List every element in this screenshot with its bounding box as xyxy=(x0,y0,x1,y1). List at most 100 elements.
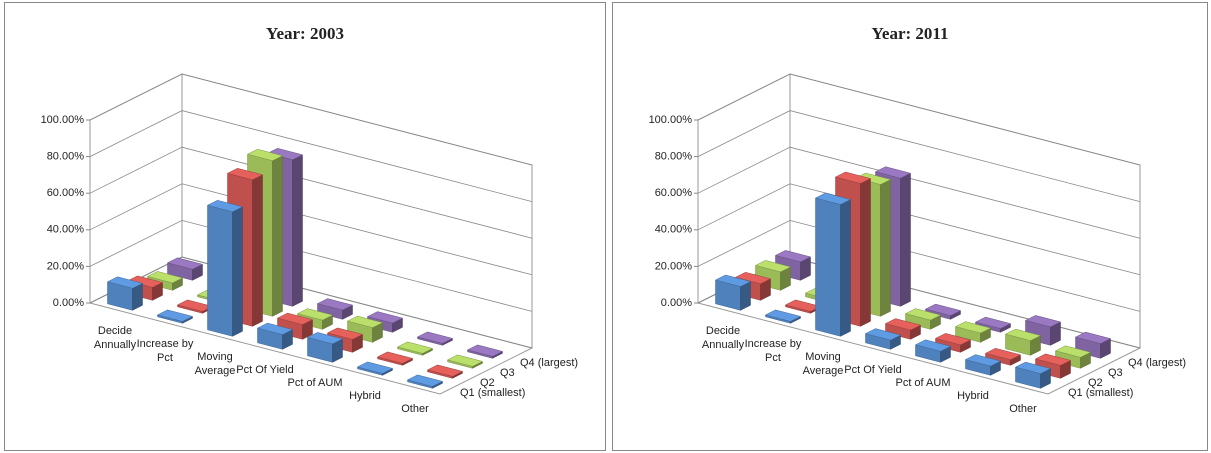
bar-side xyxy=(232,206,243,337)
y-tick-label: 100.00% xyxy=(41,114,85,126)
bar-top xyxy=(1004,328,1042,341)
x-tick-label-box: Pct Of Yield xyxy=(844,363,902,376)
bar-top xyxy=(874,166,912,179)
bar xyxy=(964,354,1002,376)
depth-tick-label: Q1 (smallest) xyxy=(460,387,525,399)
y-tick-label: 0.00% xyxy=(661,297,692,309)
grid-line xyxy=(697,183,1141,276)
y-tick-label: 60.00% xyxy=(655,187,693,199)
bar-top xyxy=(166,257,204,270)
bar-side xyxy=(252,174,263,327)
bar xyxy=(106,276,144,311)
bar-top xyxy=(156,309,194,322)
bar xyxy=(356,361,394,376)
y-tick-label: 20.00% xyxy=(47,260,85,272)
bar-top xyxy=(974,316,1012,329)
y-tick-label: 20.00% xyxy=(655,260,693,272)
depth-tick-label: Q3 xyxy=(500,367,515,379)
bar xyxy=(764,309,802,324)
bar-top xyxy=(146,271,184,284)
bar-top xyxy=(406,374,444,387)
x-tick-label: Pct of AUM xyxy=(287,376,343,389)
bar-side xyxy=(860,178,871,327)
bar xyxy=(814,192,852,337)
bar-top xyxy=(126,275,164,288)
bar-top xyxy=(266,148,304,161)
x-tick-label: Pct Of Yield xyxy=(844,363,902,376)
x-tick-label: Moving Average xyxy=(194,350,236,377)
x-tick-label: Decide Annually xyxy=(93,324,137,351)
x-tick-label-box: Decide Annually xyxy=(701,324,745,351)
x-tick-label-box: Decide Annually xyxy=(93,324,137,351)
bar xyxy=(1004,328,1042,356)
x-tick-label: Hybrid xyxy=(349,389,381,402)
bar xyxy=(416,331,454,346)
bar-front xyxy=(815,197,841,337)
x-tick-label-box: Other xyxy=(1009,403,1037,415)
grid-line xyxy=(89,219,533,312)
bar-top xyxy=(774,250,812,263)
bar-side xyxy=(880,179,891,317)
bar-top xyxy=(934,333,972,346)
y-tick-label: 80.00% xyxy=(47,151,85,163)
depth-tick-label: Q2 xyxy=(1088,377,1103,389)
bar xyxy=(446,354,484,369)
chart-panel: Year: 2003 0.00% 20.00% 40.00% 60.00% 80.00%… xyxy=(4,2,606,451)
x-tick-label: Pct of AUM xyxy=(895,376,951,389)
x-tick-label: Decide Annually xyxy=(701,324,745,351)
bar xyxy=(256,322,294,350)
bar-front xyxy=(207,204,233,337)
bar-top xyxy=(984,348,1022,361)
grid-line xyxy=(89,183,533,276)
bar-top xyxy=(396,341,434,354)
bar xyxy=(166,257,204,281)
grid-line xyxy=(89,146,533,239)
bar-side xyxy=(272,155,283,317)
bar xyxy=(934,333,972,353)
bar-top xyxy=(1034,353,1072,366)
bar-top xyxy=(426,364,464,377)
bar xyxy=(406,374,444,389)
bar-top xyxy=(814,192,852,205)
y-tick-label: 0.00% xyxy=(53,297,84,309)
bar xyxy=(466,344,504,359)
x-tick-label-box: Moving Average xyxy=(194,350,236,377)
x-tick-label-box: Pct Of Yield xyxy=(236,364,293,376)
depth-tick-label: Q1 (smallest) xyxy=(1068,387,1133,399)
depth-tick-label: Q4 (largest) xyxy=(520,357,578,369)
bar-top xyxy=(316,298,354,311)
y-tick-label: 80.00% xyxy=(655,151,693,163)
bar-top xyxy=(764,309,802,322)
bar xyxy=(426,364,464,379)
x-tick-label: Moving Average xyxy=(802,350,844,377)
chart-title: Year: 2003 xyxy=(266,24,344,43)
y-tick-label: 100.00% xyxy=(649,114,693,126)
bar-top xyxy=(864,328,902,341)
grid-line xyxy=(697,146,1141,239)
bar-top xyxy=(296,308,334,321)
bar-top xyxy=(276,312,314,325)
x-tick-label-box: Hybrid xyxy=(957,389,989,402)
bar-top xyxy=(854,172,892,185)
bar-top xyxy=(376,351,414,364)
grid-line xyxy=(697,219,1141,312)
bar-top xyxy=(346,315,384,328)
bar-top xyxy=(1024,315,1062,328)
x-tick-label: Increase by Pct xyxy=(136,337,194,364)
depth-tick-label: Q4 (largest) xyxy=(1128,357,1186,369)
x-tick-label-box: Pct of AUM xyxy=(895,376,951,389)
depth-tick-label: Q2 xyxy=(480,377,495,389)
x-tick-label-box: Hybrid xyxy=(349,389,381,402)
x-tick-label: Hybrid xyxy=(957,389,989,402)
bar-top xyxy=(714,274,752,287)
bar-top xyxy=(256,322,294,335)
bar xyxy=(1074,331,1112,359)
bar xyxy=(884,318,922,340)
bar xyxy=(714,274,752,311)
bar-top xyxy=(246,148,284,161)
bar xyxy=(306,332,344,363)
x-tick-label: Increase by Pct xyxy=(744,337,802,364)
bar-top xyxy=(834,171,872,184)
bar-top xyxy=(366,311,404,324)
